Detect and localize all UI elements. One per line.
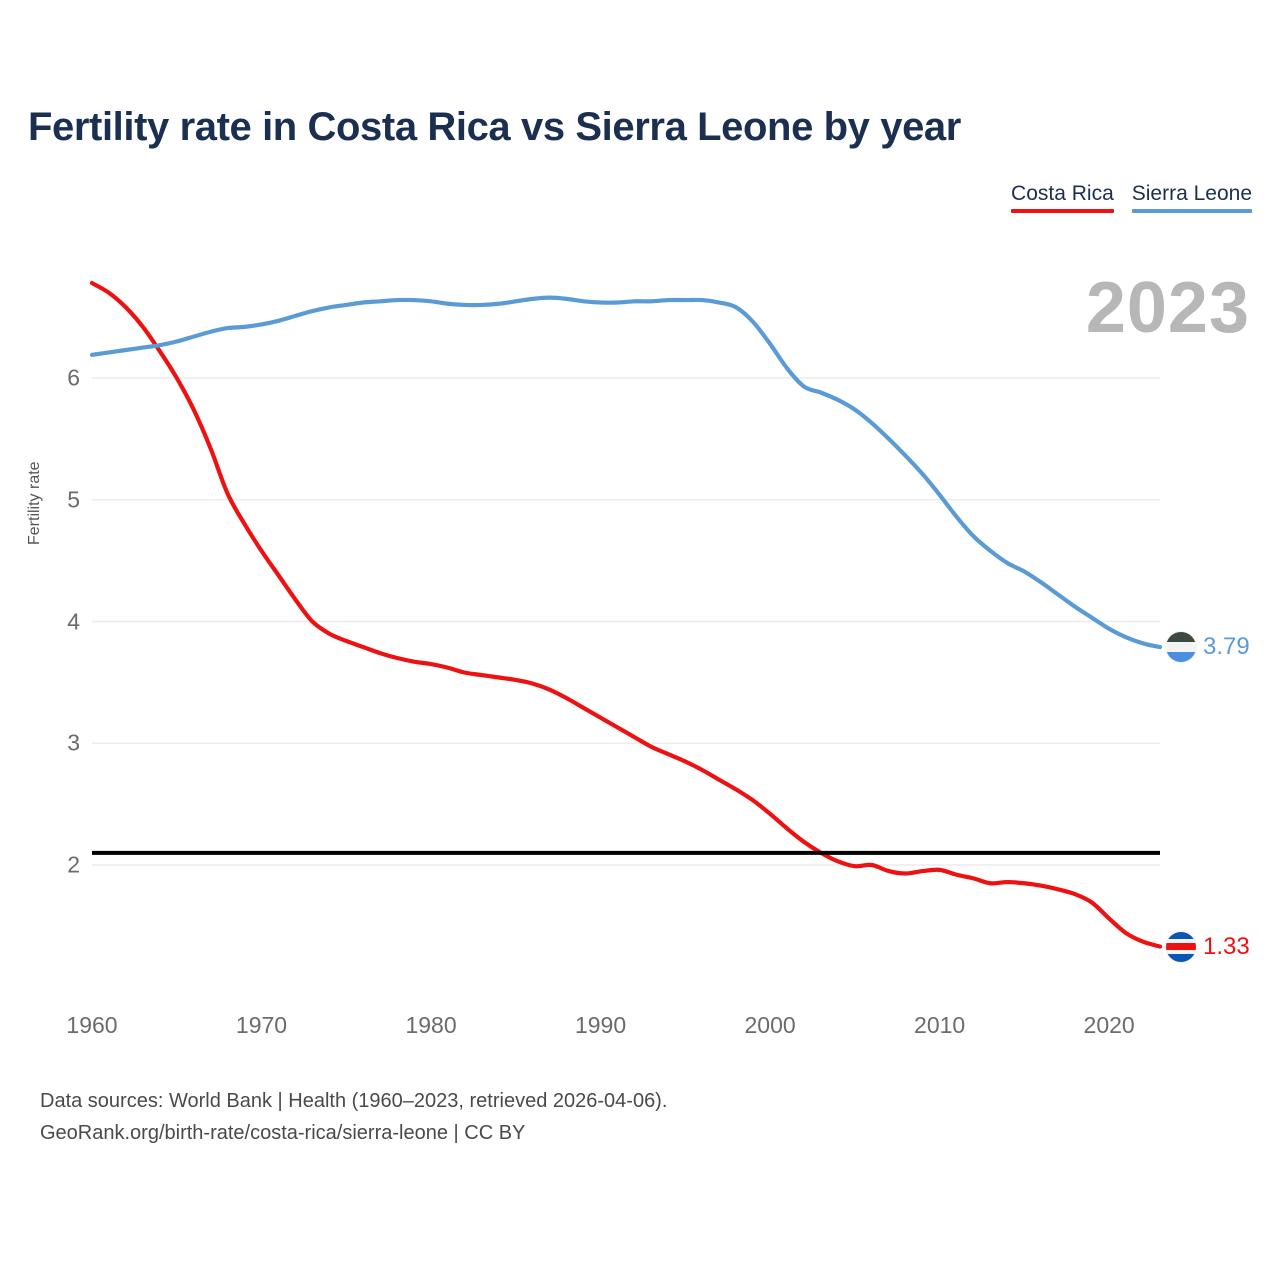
y-tick-label-3: 3 bbox=[67, 729, 80, 756]
endpoint-costa-rica: 1.33 bbox=[1166, 931, 1250, 962]
legend-swatch-sierra-leone bbox=[1131, 209, 1252, 214]
x-tick-label-2000: 2000 bbox=[744, 1012, 796, 1038]
page-title: Fertility rate in Costa Rica vs Sierra L… bbox=[28, 105, 961, 149]
y-tick-label-6: 6 bbox=[67, 364, 80, 391]
legend-item-costa-rica[interactable]: Costa Rica bbox=[1011, 182, 1114, 214]
footer-line-2: GeoRank.org/birth-rate/costa-rica/sierra… bbox=[40, 1122, 526, 1145]
legend-item-sierra-leone[interactable]: Sierra Leone bbox=[1131, 182, 1252, 214]
legend-label-costa-rica: Costa Rica bbox=[1011, 182, 1114, 205]
footer-line-1: Data sources: World Bank | Health (1960–… bbox=[40, 1090, 668, 1112]
x-tick-label-1990: 1990 bbox=[574, 1012, 627, 1038]
year-watermark: 2023 bbox=[1085, 268, 1250, 348]
series-line-sierra-leone bbox=[89, 295, 1163, 650]
x-tick-label-1970: 1970 bbox=[235, 1012, 288, 1038]
y-tick-label-2: 2 bbox=[67, 851, 80, 878]
x-tick-label-1980: 1980 bbox=[405, 1012, 457, 1038]
endpoint-sierra-leone: 3.79 bbox=[1166, 632, 1250, 663]
x-tick-label-2020: 2020 bbox=[1083, 1012, 1135, 1038]
chart-legend: Costa Rica Sierra Leone bbox=[1011, 182, 1252, 214]
x-tick-label-2010: 2010 bbox=[914, 1012, 966, 1038]
x-tick-label-1960: 1960 bbox=[66, 1012, 118, 1038]
endpoint-value-sierra-leone: 3.79 bbox=[1203, 633, 1250, 661]
y-tick-label-5: 5 bbox=[67, 486, 80, 513]
series-line-costa-rica bbox=[89, 280, 1163, 949]
endpoint-value-costa-rica: 1.33 bbox=[1203, 932, 1250, 960]
legend-swatch-costa-rica bbox=[1011, 209, 1114, 214]
costa-rica-flag-icon bbox=[1166, 931, 1196, 962]
y-tick-label-4: 4 bbox=[67, 608, 80, 634]
sierra-leone-flag-icon bbox=[1166, 632, 1196, 663]
footer-attribution: Data sources: World Bank | Health (1960–… bbox=[40, 1085, 667, 1150]
legend-label-sierra-leone: Sierra Leone bbox=[1131, 182, 1252, 205]
